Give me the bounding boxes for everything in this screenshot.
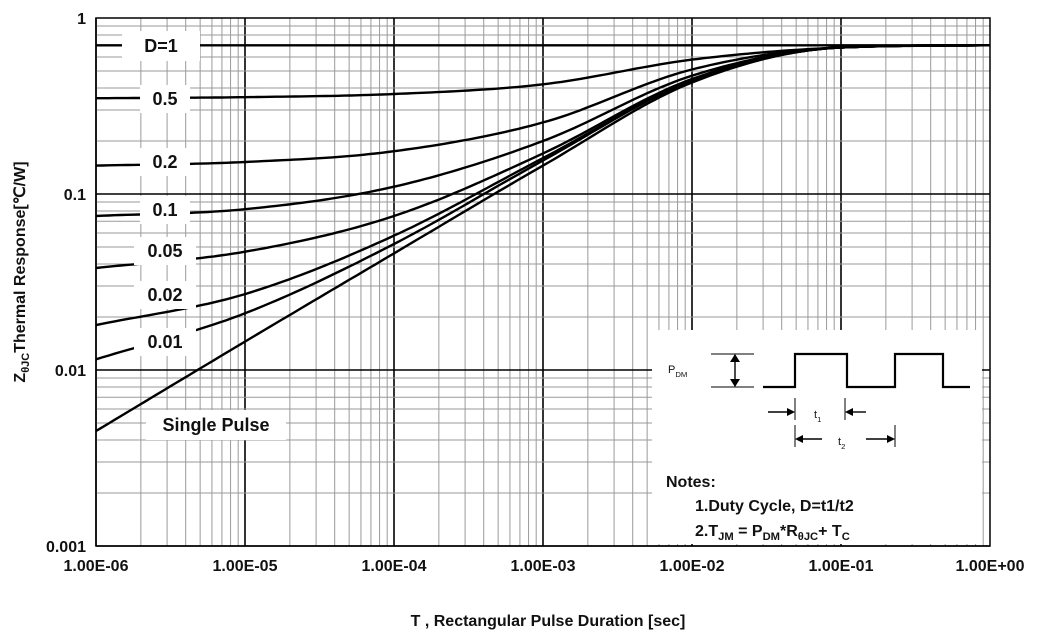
y-tick-label: 0.01 [55,363,86,380]
tick-labels: 1.00E-06 1.00E-05 1.00E-04 1.00E-03 1.00E-02… [46,11,1025,575]
t1-arrowhead-left [787,408,795,416]
curve-label: 0.05 [147,241,182,261]
label-box [134,281,196,309]
pdm-arrowhead-up [730,354,740,362]
t1-arrowhead-right [845,408,853,416]
x-tick-label: 1.00E-04 [362,558,427,575]
y-tick-label: 0.001 [46,539,86,556]
curves [95,44,990,433]
x-tick-label: 1.00E+00 [956,558,1025,575]
x-tick-label: 1.00E-02 [660,558,725,575]
label-box [134,237,196,265]
y-tick-label: 0.1 [64,187,86,204]
curve-label: 0.2 [152,152,177,172]
label-box [122,31,200,61]
t2-label: t2 [838,436,845,451]
pulse-waveform [763,352,970,389]
x-tick-label: 1.00E-03 [511,558,576,575]
pdm-label: PDM [668,364,687,379]
note-tjm-formula: 2.TJM = PDM*RθJC+ TC [695,523,850,543]
pdm-arrowhead-down [730,379,740,387]
curve-label: 0.5 [152,89,177,109]
label-box [140,196,190,224]
t1-label: t1 [814,409,821,424]
y-axis-label: ZθJCThermal Response[℃/W] [12,161,32,382]
curve-label: Single Pulse [162,415,269,435]
label-box [140,85,190,113]
y-tick-label: 1 [77,11,86,28]
curve-labels: D=1 0.5 0.2 0.1 0.05 0.02 0.01 Single Pulse [122,31,286,440]
curve-label: 0.02 [147,285,182,305]
label-box [146,410,286,440]
note-duty-cycle: 1.Duty Cycle, D=t1/t2 [695,498,854,515]
curve-label: D=1 [144,36,178,56]
x-tick-label: 1.00E-01 [809,558,874,575]
x-tick-label: 1.00E-06 [64,558,129,575]
plot-frame [95,17,991,547]
curve-label: 0.1 [152,200,177,220]
x-tick-label: 1.00E-05 [213,558,278,575]
label-box [134,328,196,356]
inset-panel: PDM t1 t2 Notes: 1.Duty Cycle, D=t1/t2 2.TJM … [652,330,982,544]
curve-label: 0.01 [147,332,182,352]
t2-arrowhead-left [795,435,803,443]
t2-arrowhead-right [887,435,895,443]
inset-background [652,330,982,544]
curve-single-pulse [95,44,990,433]
label-box [140,148,190,176]
x-axis-label: T , Rectangular Pulse Duration [sec] [411,613,686,630]
notes-title: Notes: [666,474,716,491]
